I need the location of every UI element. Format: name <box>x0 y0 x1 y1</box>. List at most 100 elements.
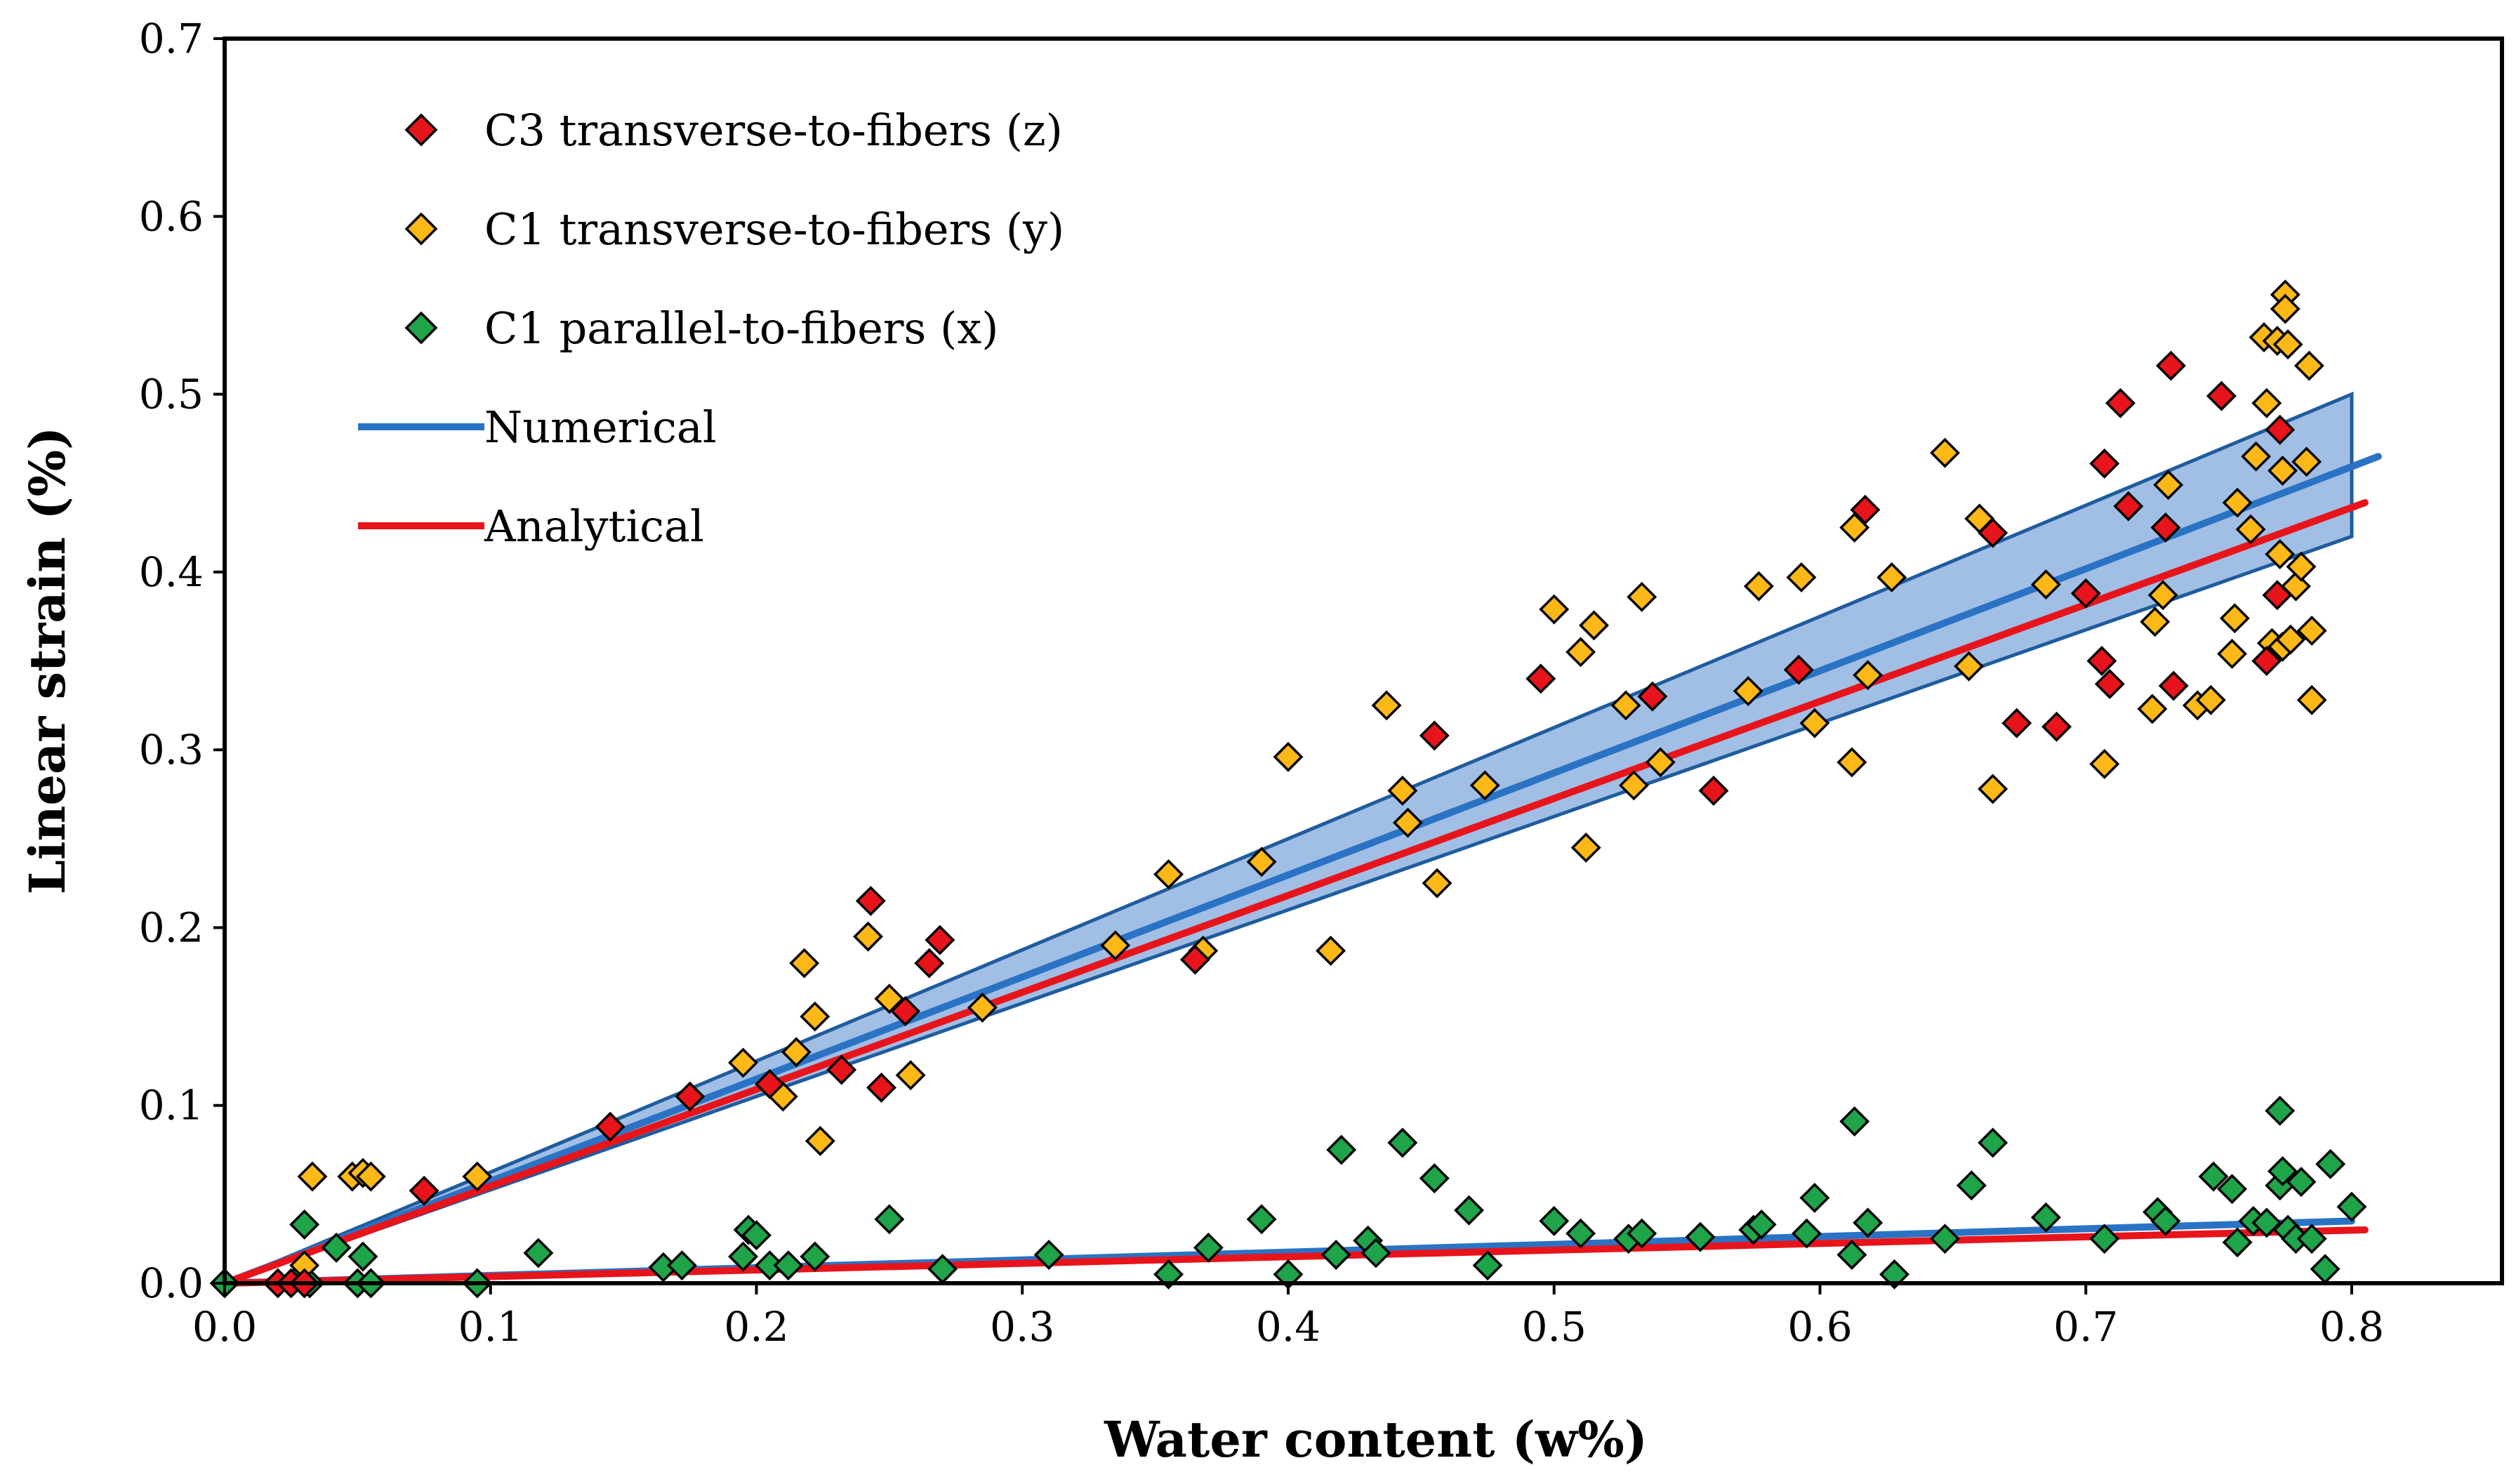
data-point-c1-y-41 <box>1853 660 1883 691</box>
data-point-c1-x-39 <box>1746 1209 1777 1240</box>
data-point-c1-x-41 <box>1799 1182 1830 1213</box>
plot-frame <box>223 37 2504 1285</box>
data-point-c1-x-45 <box>1879 1259 1910 1290</box>
data-point-c1-y-5 <box>462 1161 493 1192</box>
data-point-c1-y-72 <box>2286 551 2317 582</box>
data-point-c1-y-56 <box>2219 603 2250 634</box>
data-point-c1-x-42 <box>1836 1239 1867 1270</box>
legend-label-3: Numerical <box>484 402 717 453</box>
data-point-c3-z-33 <box>2251 646 2282 676</box>
data-point-c1-x-30 <box>1419 1163 1450 1194</box>
data-point-c1-y-8 <box>781 1037 812 1068</box>
data-point-c1-x-34 <box>1565 1218 1596 1249</box>
data-point-c1-x-23 <box>1246 1204 1277 1235</box>
data-point-c1-y-9 <box>789 948 820 979</box>
data-point-c3-z-18 <box>1783 654 1814 685</box>
data-point-c1-y-61 <box>2251 387 2282 418</box>
data-point-c1-y-59 <box>2241 441 2272 472</box>
data-point-c1-x-52 <box>2150 1205 2181 1236</box>
data-point-c1-x-53 <box>2198 1161 2229 1192</box>
data-point-c1-x-44 <box>1853 1207 1883 1238</box>
data-point-c3-z-17 <box>1698 775 1729 806</box>
data-point-c1-y-51 <box>2147 580 2178 611</box>
data-point-c1-y-24 <box>1392 807 1423 838</box>
data-point-c1-x-32 <box>1472 1250 1503 1281</box>
y-tick-label: 0.7 <box>139 15 204 62</box>
data-point-c1-y-57 <box>2222 487 2253 518</box>
data-point-c1-y-14 <box>895 1060 926 1091</box>
data-point-c1-x-28 <box>1360 1238 1391 1268</box>
data-point-c1-y-28 <box>1565 637 1596 668</box>
data-point-c1-x-63 <box>2286 1167 2317 1198</box>
data-point-c1-y-73 <box>2291 446 2322 477</box>
data-point-c3-z-6 <box>754 1068 785 1099</box>
data-point-c3-z-19 <box>1850 494 1881 525</box>
y-tick-label: 0.2 <box>139 903 204 951</box>
data-point-c1-y-25 <box>1422 868 1452 899</box>
data-point-c1-x-26 <box>1326 1134 1357 1165</box>
data-point-c1-x-14 <box>741 1220 772 1251</box>
x-tick-label: 0.5 <box>1522 1303 1587 1351</box>
data-point-c1-x-36 <box>1627 1218 1657 1249</box>
data-point-c3-z-35 <box>2265 414 2296 445</box>
data-point-c1-y-6 <box>728 1047 759 1078</box>
data-point-c1-x-9 <box>523 1238 554 1268</box>
data-point-c1-x-43 <box>1839 1106 1870 1137</box>
data-point-c1-y-76 <box>2296 615 2327 646</box>
data-point-c1-y-22 <box>1371 690 1402 721</box>
x-axis-title: Water content (w%) <box>1104 1410 1648 1469</box>
data-point-c1-y-44 <box>1954 651 1985 682</box>
data-point-c1-y-70 <box>2275 624 2306 655</box>
y-tick-label: 0.1 <box>139 1082 204 1129</box>
x-tick-label: 0.8 <box>2319 1303 2384 1351</box>
data-point-c1-x-29 <box>1387 1127 1418 1158</box>
data-point-c1-x-37 <box>1685 1221 1716 1252</box>
data-point-c1-x-31 <box>1454 1195 1485 1226</box>
data-point-c3-z-31 <box>2158 670 2189 701</box>
data-point-c3-z-7 <box>826 1054 857 1085</box>
data-point-c1-x-54 <box>2217 1174 2248 1205</box>
data-point-c1-x-58 <box>2265 1095 2296 1126</box>
data-point-c1-y-46 <box>1978 774 2008 804</box>
data-point-c1-y-33 <box>1627 581 1657 612</box>
legend-marker-2 <box>404 311 438 345</box>
data-point-c1-y-69 <box>2272 329 2303 360</box>
data-point-c1-y-50 <box>2140 607 2171 637</box>
analytical-line-1 <box>221 1226 2369 1287</box>
data-point-c1-y-31 <box>1610 690 1641 721</box>
data-point-c3-z-10 <box>890 995 921 1026</box>
data-point-c3-z-27 <box>2105 387 2136 418</box>
y-tick-label: 0.3 <box>139 726 204 774</box>
y-tick-label: 0.6 <box>139 192 204 240</box>
data-point-c1-y-15 <box>967 992 998 1023</box>
data-point-c3-z-20 <box>1978 517 2008 548</box>
data-point-c1-x-47 <box>1956 1170 1987 1201</box>
data-point-c3-z-8 <box>855 885 886 916</box>
data-point-c1-x-48 <box>1978 1127 2008 1158</box>
data-point-c3-z-23 <box>2070 578 2101 609</box>
data-point-c3-z-28 <box>2113 491 2144 522</box>
data-point-c1-x-60 <box>2267 1155 2298 1186</box>
data-point-c3-z-25 <box>2089 448 2120 479</box>
data-point-c1-y-12 <box>853 921 884 952</box>
data-point-c1-y-42 <box>1876 562 1907 592</box>
y-axis-title: Linear strain (%) <box>18 427 77 894</box>
data-point-c3-z-22 <box>2041 711 2072 742</box>
legend-label-4: Analytical <box>484 501 704 552</box>
data-point-c3-z-15 <box>1525 663 1556 694</box>
data-point-c1-y-10 <box>800 1001 830 1032</box>
data-point-c1-x-55 <box>2222 1227 2253 1258</box>
data-point-c1-y-26 <box>1469 770 1500 801</box>
y-tick-label: 0.5 <box>139 371 204 418</box>
data-point-c1-y-36 <box>1743 571 1774 602</box>
data-point-c1-x-66 <box>2315 1148 2346 1179</box>
data-point-c1-x-18 <box>874 1204 905 1235</box>
data-point-c1-y-23 <box>1387 775 1418 806</box>
marker-layer <box>209 279 2367 1299</box>
legend-label-0: C3 transverse-to-fibers (z) <box>484 105 1063 156</box>
data-point-c1-x-22 <box>1193 1232 1224 1263</box>
data-point-c3-z-29 <box>2150 512 2181 543</box>
x-tick-label: 0.1 <box>458 1303 523 1351</box>
